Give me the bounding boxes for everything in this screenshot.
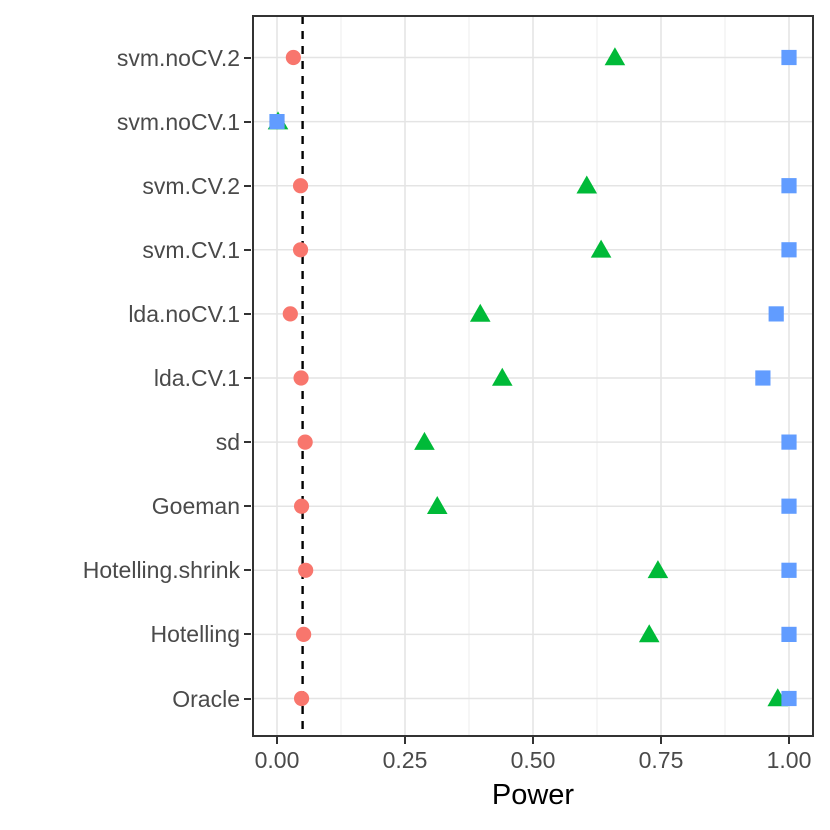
y-axis-label: svm.CV.1	[142, 236, 240, 263]
green-triangles-marker	[426, 496, 448, 514]
x-tick-mark	[276, 737, 278, 744]
y-axis-label: svm.CV.2	[142, 172, 240, 199]
x-tick-mark	[404, 737, 406, 744]
green-triangles-marker	[647, 560, 669, 579]
red-circles-marker	[296, 626, 312, 643]
blue-squares-marker	[768, 306, 784, 322]
y-tick-mark	[244, 505, 251, 508]
blue-squares-marker	[781, 498, 797, 514]
blue-squares-marker	[781, 49, 797, 66]
green-triangles-marker	[469, 303, 491, 322]
y-tick-mark	[244, 633, 251, 636]
panel-border	[252, 15, 814, 737]
y-axis-label: Hotelling.shrink	[82, 557, 240, 584]
plot-panel	[252, 15, 814, 737]
blue-squares-marker	[781, 690, 797, 707]
green-triangles-marker	[604, 47, 626, 66]
x-axis-title: Power	[491, 779, 575, 811]
x-axis-tick-label: 0.00	[254, 747, 300, 773]
red-circles-marker	[282, 306, 298, 322]
green-triangles-marker	[576, 175, 598, 194]
y-axis-label: svm.noCV.1	[116, 108, 240, 135]
x-axis-tick-label: 0.75	[638, 747, 684, 773]
red-circles-marker	[285, 49, 301, 66]
plot-area	[252, 15, 814, 737]
blue-squares-marker	[781, 434, 797, 450]
y-tick-mark	[244, 377, 251, 379]
y-axis-label: Goeman	[151, 493, 240, 520]
x-tick-mark	[788, 737, 790, 744]
red-circles-marker	[292, 242, 309, 258]
blue-squares-marker	[781, 626, 797, 642]
green-triangles-marker	[491, 367, 513, 386]
red-circles-marker	[298, 562, 314, 578]
y-tick-mark	[244, 697, 251, 700]
y-tick-mark	[244, 120, 251, 123]
red-circles-marker	[293, 498, 310, 514]
green-triangles-marker	[590, 239, 612, 258]
red-circles-marker	[292, 178, 309, 194]
y-axis-label: Hotelling	[150, 621, 241, 648]
y-tick-mark	[244, 184, 251, 187]
blue-squares-marker	[781, 178, 797, 194]
y-axis-label: Oracle	[172, 685, 240, 712]
y-axis-label: svm.noCV.2	[116, 44, 240, 71]
x-axis-tick-label: 0.50	[510, 747, 556, 773]
y-tick-mark	[244, 441, 251, 444]
y-tick-mark	[244, 56, 251, 59]
y-tick-mark	[244, 312, 251, 315]
y-tick-mark	[244, 569, 251, 572]
blue-squares-marker	[781, 242, 797, 258]
red-circles-marker	[293, 690, 310, 707]
y-axis-label: sd	[215, 429, 240, 456]
blue-squares-marker	[781, 562, 797, 578]
y-tick-mark	[244, 248, 251, 251]
y-axis-label: lda.CV.1	[153, 365, 240, 391]
blue-squares-marker	[269, 114, 285, 130]
blue-squares-marker	[755, 370, 771, 386]
x-axis-tick-label: 0.25	[382, 747, 428, 773]
green-triangles-marker	[414, 431, 435, 450]
green-triangles-marker	[638, 624, 660, 643]
red-circles-marker	[293, 370, 309, 386]
x-tick-mark	[532, 737, 534, 744]
red-circles-marker	[297, 434, 313, 450]
x-axis-tick-label: 1.00	[766, 747, 812, 773]
x-tick-mark	[660, 737, 662, 744]
y-axis-label: lda.noCV.1	[128, 300, 240, 327]
